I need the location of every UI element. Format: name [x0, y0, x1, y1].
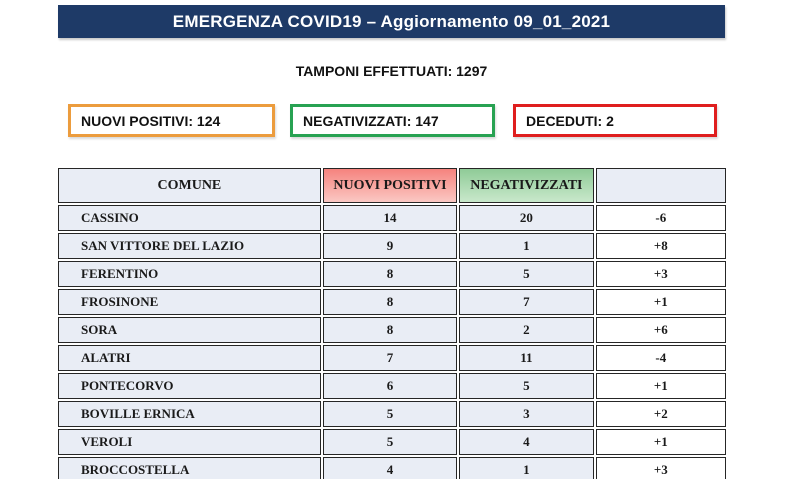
table-row: BOVILLE ERNICA 5 3 +2: [58, 401, 726, 427]
comune-cell: SORA: [58, 317, 321, 343]
comune-cell: BOVILLE ERNICA: [58, 401, 321, 427]
negativizzati-cell: 1: [459, 233, 594, 259]
negativizzati-cell: 5: [459, 373, 594, 399]
header-empty: [595, 168, 726, 203]
table-row: CASSINO 14 20 -6: [58, 205, 726, 231]
nuovi-positivi-cell: 7: [322, 345, 458, 371]
negativizzati-cell: 7: [459, 289, 594, 315]
nuovi-positivi-cell: 9: [322, 233, 458, 259]
comune-cell: VEROLI: [58, 429, 321, 455]
delta-cell: +2: [595, 401, 726, 427]
nuovi-positivi-cell: 14: [322, 205, 458, 231]
table-row: BROCCOSTELLA 4 1 +3: [58, 457, 726, 479]
table-row: SORA 8 2 +6: [58, 317, 726, 343]
badge-deceduti: DECEDUTI: 2: [513, 104, 717, 137]
negativizzati-cell: 2: [459, 317, 594, 343]
negativizzati-cell: 4: [459, 429, 594, 455]
negativizzati-cell: 20: [459, 205, 594, 231]
comune-cell: SAN VITTORE DEL LAZIO: [58, 233, 321, 259]
nuovi-positivi-cell: 4: [322, 457, 458, 479]
comune-cell: BROCCOSTELLA: [58, 457, 321, 479]
delta-cell: +3: [595, 261, 726, 287]
nuovi-positivi-cell: 5: [322, 401, 458, 427]
delta-cell: +1: [595, 373, 726, 399]
comune-cell: FERENTINO: [58, 261, 321, 287]
delta-cell: +8: [595, 233, 726, 259]
comune-cell: ALATRI: [58, 345, 321, 371]
delta-cell: +1: [595, 289, 726, 315]
table-row: FERENTINO 8 5 +3: [58, 261, 726, 287]
comune-cell: CASSINO: [58, 205, 321, 231]
nuovi-positivi-cell: 8: [322, 261, 458, 287]
tamponi-label: TAMPONI EFFETTUATI: 1297: [295, 63, 488, 79]
nuovi-positivi-cell: 5: [322, 429, 458, 455]
delta-cell: +1: [595, 429, 726, 455]
negativizzati-cell: 11: [459, 345, 594, 371]
negativizzati-cell: 1: [459, 457, 594, 479]
table-row: PONTECORVO 6 5 +1: [58, 373, 726, 399]
table-row: FROSINONE 8 7 +1: [58, 289, 726, 315]
negativizzati-cell: 5: [459, 261, 594, 287]
delta-cell: +6: [595, 317, 726, 343]
nuovi-positivi-cell: 8: [322, 317, 458, 343]
header-negativizzati: NEGATIVIZZATI: [459, 168, 594, 203]
comuni-table: COMUNE NUOVI POSITIVI NEGATIVIZZATI CASS…: [56, 166, 728, 479]
delta-cell: -6: [595, 205, 726, 231]
comune-cell: FROSINONE: [58, 289, 321, 315]
tamponi-summary: TAMPONI EFFETTUATI: 1297: [58, 63, 725, 79]
nuovi-positivi-cell: 8: [322, 289, 458, 315]
table-row: ALATRI 7 11 -4: [58, 345, 726, 371]
page-title: EMERGENZA COVID19 – Aggiornamento 09_01_…: [172, 11, 611, 31]
nuovi-positivi-cell: 6: [322, 373, 458, 399]
header-nuovi-positivi: NUOVI POSITIVI: [322, 168, 458, 203]
delta-cell: -4: [595, 345, 726, 371]
table-row: SAN VITTORE DEL LAZIO 9 1 +8: [58, 233, 726, 259]
negativizzati-cell: 3: [459, 401, 594, 427]
header-comune: COMUNE: [58, 168, 321, 203]
title-banner: EMERGENZA COVID19 – Aggiornamento 09_01_…: [58, 5, 725, 38]
badge-nuovi-positivi: NUOVI POSITIVI: 124: [68, 104, 275, 137]
badge-negativizzati: NEGATIVIZZATI: 147: [290, 104, 495, 137]
table-row: VEROLI 5 4 +1: [58, 429, 726, 455]
comune-cell: PONTECORVO: [58, 373, 321, 399]
table-header-row: COMUNE NUOVI POSITIVI NEGATIVIZZATI: [58, 168, 726, 203]
delta-cell: +3: [595, 457, 726, 479]
summary-badges: NUOVI POSITIVI: 124 NEGATIVIZZATI: 147 D…: [68, 104, 717, 137]
table-body: CASSINO 14 20 -6 SAN VITTORE DEL LAZIO 9 1 +8 FE…: [58, 205, 726, 479]
